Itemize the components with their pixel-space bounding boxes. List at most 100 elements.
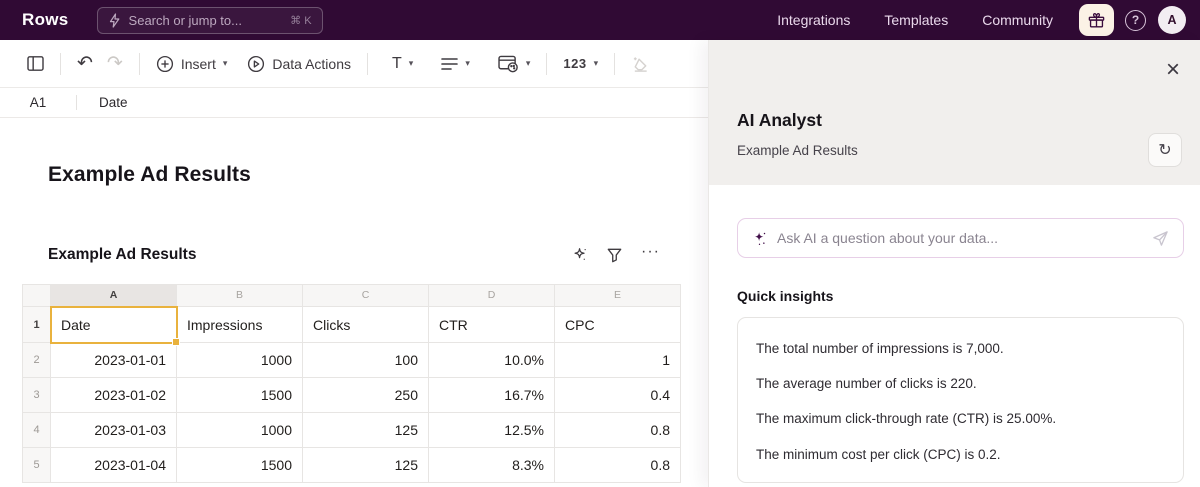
number-format-button[interactable]: 123 ▾ — [556, 51, 605, 76]
row-header-5[interactable]: 5 — [23, 448, 51, 483]
cell-D2[interactable]: 10.0% — [429, 343, 555, 378]
chevron-down-icon: ▾ — [465, 58, 470, 68]
page-title[interactable]: Example Ad Results — [48, 163, 251, 186]
cell-format-button[interactable]: ▾ — [491, 50, 538, 78]
table-actions: ··· — [572, 244, 660, 263]
formula-input[interactable]: Date — [99, 95, 128, 110]
alignment-button[interactable]: ▾ — [434, 52, 477, 76]
circle-plus-icon — [156, 55, 174, 73]
ask-ai-box[interactable] — [737, 218, 1184, 258]
chevron-down-icon: ▾ — [525, 58, 531, 68]
sheet-row-3: 3 2023-01-02 1500 250 16.7% 0.4 — [23, 378, 681, 413]
cell-reference-box[interactable]: A1 — [29, 95, 47, 110]
insight-line-4: The minimum cost per click (CPC) is 0.2. — [756, 446, 1001, 462]
undo-icon: ↶ — [77, 53, 93, 74]
nav-community[interactable]: Community — [982, 12, 1053, 28]
rows-logo[interactable]: Rows — [22, 10, 69, 29]
column-header-D[interactable]: D — [429, 285, 555, 307]
fill-handle[interactable] — [172, 338, 180, 346]
cell-C3[interactable]: 250 — [303, 378, 429, 413]
cell-D5[interactable]: 8.3% — [429, 448, 555, 483]
send-icon[interactable] — [1152, 230, 1169, 247]
row-header-2[interactable]: 2 — [23, 343, 51, 378]
cell-D3[interactable]: 16.7% — [429, 378, 555, 413]
column-header-A[interactable]: A — [51, 285, 177, 307]
search-input[interactable] — [128, 12, 283, 28]
chevron-down-icon: ▾ — [222, 58, 228, 68]
cell-C4[interactable]: 125 — [303, 413, 429, 448]
top-nav: Integrations Templates Community — [777, 12, 1053, 28]
sheet-canvas: Example Ad Results Example Ad Results — [0, 118, 708, 487]
cell-B3[interactable]: 1500 — [177, 378, 303, 413]
cell-E1[interactable]: CPC — [555, 307, 681, 343]
grid-corner[interactable] — [23, 285, 51, 307]
quick-insights-title: Quick insights — [737, 288, 834, 304]
cell-B4[interactable]: 1000 — [177, 413, 303, 448]
cell-C1[interactable]: Clicks — [303, 307, 429, 343]
ai-sparkle-icon[interactable] — [572, 247, 588, 263]
avatar[interactable]: A — [1158, 6, 1186, 34]
cell-A4[interactable]: 2023-01-03 — [51, 413, 177, 448]
ask-ai-input[interactable] — [777, 230, 1142, 246]
cell-paint-icon — [498, 55, 519, 73]
cell-E4[interactable]: 0.8 — [555, 413, 681, 448]
ai-analyst-panel: × AI Analyst Example Ad Results ↻ — [708, 40, 1200, 487]
cell-B2[interactable]: 1000 — [177, 343, 303, 378]
panel-toggle-icon — [27, 56, 44, 71]
redo-button[interactable]: ↷ — [100, 49, 130, 78]
chevron-down-icon: ▾ — [593, 58, 599, 68]
workspace: ↶ ↷ Insert ▾ Data Actions T ▾ — [0, 40, 708, 487]
cell-A5[interactable]: 2023-01-04 — [51, 448, 177, 483]
panel-toggle-button[interactable] — [20, 51, 51, 76]
align-left-icon — [441, 57, 459, 71]
close-icon[interactable]: × — [1165, 56, 1180, 83]
sheet-row-5: 5 2023-01-04 1500 125 8.3% 0.8 — [23, 448, 681, 483]
sparkle-icon — [752, 231, 767, 246]
cell-D1[interactable]: CTR — [429, 307, 555, 343]
cell-E5[interactable]: 0.8 — [555, 448, 681, 483]
cell-A2[interactable]: 2023-01-01 — [51, 343, 177, 378]
insert-button[interactable]: Insert ▾ — [149, 50, 235, 78]
nav-integrations[interactable]: Integrations — [777, 12, 851, 28]
gift-button[interactable] — [1079, 4, 1114, 36]
clear-formatting-button[interactable] — [624, 50, 657, 78]
cell-C5[interactable]: 125 — [303, 448, 429, 483]
top-bar: Rows ⌘ K Integrations Templates Communit… — [0, 0, 1200, 40]
toolbar-divider — [138, 52, 140, 75]
sheet-grid-body: 1 Date Impressions Clicks CTR CPC 2 2023-01-01 1… — [23, 306, 681, 483]
undo-button[interactable]: ↶ — [70, 49, 100, 78]
row-header-3[interactable]: 3 — [23, 378, 51, 413]
panel-header: × AI Analyst Example Ad Results ↻ — [709, 40, 1200, 185]
row-header-1[interactable]: 1 — [23, 307, 51, 343]
cell-B5[interactable]: 1500 — [177, 448, 303, 483]
insert-label: Insert — [180, 55, 216, 72]
cell-A1[interactable]: Date — [50, 306, 180, 346]
row-header-4[interactable]: 4 — [23, 413, 51, 448]
text-style-button[interactable]: T ▾ — [385, 51, 420, 77]
table-title[interactable]: Example Ad Results — [48, 246, 197, 263]
column-header-E[interactable]: E — [555, 285, 681, 307]
redo-icon: ↷ — [106, 53, 123, 74]
insight-line-3: The maximum click-through rate (CTR) is … — [756, 411, 1057, 427]
refresh-button[interactable]: ↻ — [1148, 133, 1182, 167]
toolbar-divider — [546, 52, 548, 75]
cell-A3[interactable]: 2023-01-02 — [51, 378, 177, 413]
sheet-row-1: 1 Date Impressions Clicks CTR CPC — [23, 306, 681, 346]
column-header-C[interactable]: C — [303, 285, 429, 307]
cell-C2[interactable]: 100 — [303, 343, 429, 378]
help-button[interactable]: ? — [1125, 9, 1146, 31]
column-header-B[interactable]: B — [177, 285, 303, 307]
text-style-icon: T — [392, 54, 402, 72]
filter-icon[interactable] — [607, 248, 622, 263]
toolbar: ↶ ↷ Insert ▾ Data Actions T ▾ — [0, 40, 708, 88]
formula-bar-divider — [76, 95, 77, 110]
global-search[interactable]: ⌘ K — [96, 6, 323, 34]
cell-E2[interactable]: 1 — [555, 343, 681, 378]
cell-B1[interactable]: Impressions — [177, 307, 303, 343]
sheet-row-4: 4 2023-01-03 1000 125 12.5% 0.8 — [23, 413, 681, 448]
cell-E3[interactable]: 0.4 — [555, 378, 681, 413]
nav-templates[interactable]: Templates — [884, 12, 949, 28]
cell-D4[interactable]: 12.5% — [429, 413, 555, 448]
data-actions-button[interactable]: Data Actions — [240, 50, 358, 78]
